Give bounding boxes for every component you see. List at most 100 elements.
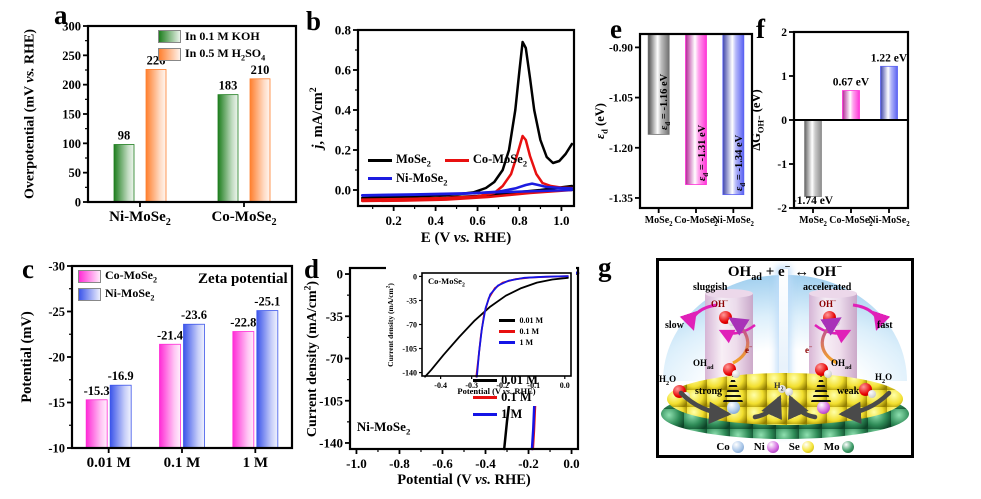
y-axis-label: j, mA/cm2 <box>308 87 326 149</box>
x-tick-label: 0.0 <box>560 381 570 390</box>
legend-label: 0.1 M <box>501 389 532 404</box>
y-tick-label: 0.0 <box>335 183 351 198</box>
y-tick-label: -140 <box>319 436 343 451</box>
x-tick-label: -0.3 <box>465 381 478 390</box>
chart-legend: Co-MoSe2 Ni-MoSe2 <box>78 268 157 303</box>
legend-swatch <box>368 177 392 181</box>
data-curve <box>360 188 574 197</box>
y-tick-label: 100 <box>62 137 81 151</box>
bar-value-label: -23.6 <box>181 308 207 322</box>
y-tick-label: -35 <box>406 296 417 305</box>
category-label: Ni-MoSe2 <box>109 209 171 228</box>
y-tick-label: -1.20 <box>609 143 633 155</box>
legend-item: 0.01 M <box>499 316 543 325</box>
fast-arrow <box>852 303 891 331</box>
y-axis-label: Current density (mA/cm2) <box>385 282 396 367</box>
legend-swatch <box>158 30 181 43</box>
category-label: Ni-MoSe2 <box>712 215 754 228</box>
oh-ad-molecule-left <box>723 363 740 378</box>
plot-border <box>638 32 754 210</box>
panel-a-bar-chart: 98 183 226 210 0 50 100 150 200 250 300 Ni-MoSe2 Co-… <box>8 4 310 248</box>
panel-g-schematic: OHad + e− ↔ OH− sluggish accelerated slo… <box>592 252 972 499</box>
y-axis-label: εd (eV) <box>593 103 610 139</box>
right-column-top <box>809 289 857 298</box>
weak-label: weak <box>837 386 860 397</box>
x-tick-label: -0.1 <box>527 381 540 390</box>
y-tick-label: -0.90 <box>609 43 633 55</box>
ni-sphere <box>766 441 779 453</box>
bar <box>159 343 181 449</box>
x-axis-label: Potential (V vs. RHE) <box>397 472 531 488</box>
h2-molecule <box>785 388 793 396</box>
y-tick-label: -30 <box>48 260 65 274</box>
bar-annotation: εd = -1.16 eV <box>659 74 673 131</box>
h2o-molecule-right <box>859 383 876 398</box>
material-legend-item: Mo <box>824 441 854 453</box>
panel-letter-f: f <box>756 14 765 44</box>
legend-swatch <box>444 158 469 162</box>
light-beam <box>779 269 788 433</box>
x-tick-label: -0.4 <box>475 456 496 471</box>
legend-item: Co-MoSe2 <box>444 152 527 169</box>
y-tick-label: 0.2 <box>335 143 351 158</box>
slow-arrow <box>679 303 718 331</box>
bar <box>842 90 860 121</box>
y-tick-label: 0 <box>75 196 81 210</box>
se-atom-layer <box>667 373 903 425</box>
material-name: Co <box>716 441 730 453</box>
panel-d-line-chart: 0 -35 -70 -105 -140 -1.0 -0.8 -0.6 -0.4 -0.2 0.0 0… <box>300 252 590 499</box>
category-label: MoSe2 <box>799 215 827 228</box>
legend-label: Ni-MoSe2 <box>105 286 155 303</box>
data-curve <box>360 188 574 203</box>
x-tick-label: 0.2 <box>386 213 402 228</box>
legend-item: 0.01 M <box>473 373 538 388</box>
y-axis-label: ΔGOH⁻ (eV) <box>749 89 766 151</box>
material-legend-item: Se <box>789 441 814 453</box>
panel-letter-b: b <box>306 6 322 36</box>
legend-swatch <box>473 412 498 416</box>
schematic-box: OHad + e− ↔ OH− sluggish accelerated slo… <box>656 258 914 458</box>
co-sphere <box>731 441 744 453</box>
bar-annotation: εd = -1.34 eV <box>733 134 747 191</box>
bar <box>232 331 255 449</box>
x-tick-label: -0.6 <box>432 456 453 471</box>
x-tick-label: 0.6 <box>469 213 486 228</box>
y-tick-label: 150 <box>62 108 81 122</box>
y-tick-label: -15 <box>48 396 65 410</box>
bar <box>256 310 279 449</box>
x-tick-label: -0.4 <box>434 381 447 390</box>
x-tick-label: 0.8 <box>511 213 528 228</box>
bar-value-label: 0.67 eV <box>833 77 870 89</box>
y-tick-label: 1 <box>781 71 787 83</box>
legend-label: Co-MoSe2 <box>105 268 158 285</box>
y-tick-label: 2 <box>781 27 787 39</box>
y-tick-label: -105 <box>402 344 417 353</box>
left-column-top <box>705 289 753 298</box>
chart-canvas: -15.3 -21.4 -22.8 -16.9 -23.6 -25.1 -10 -15 -20 -… <box>48 260 294 456</box>
bar-value-label: -16.9 <box>108 369 134 383</box>
y-tick-label: 50 <box>69 166 82 180</box>
y-tick-label: 300 <box>62 20 81 34</box>
chart-canvas: -1.74 eV 0.67 eV 1.22 eV 2 1 0 -1 -2 <box>777 27 910 215</box>
y-tick-label: -2 <box>777 203 787 215</box>
left-regime-label: sluggish <box>693 282 728 293</box>
panel-letter-g: g <box>598 252 612 282</box>
material-name: Mo <box>823 441 840 453</box>
h2-arrow-left <box>752 394 782 421</box>
y-tick-label: 0.8 <box>335 23 352 38</box>
bar-value-label: -15.3 <box>84 384 110 398</box>
electron-arrow-left <box>728 317 750 365</box>
x-tick-label: -0.2 <box>518 456 539 471</box>
legend-label: Ni-MoSe2 <box>396 170 448 188</box>
y-tick-label: 0.6 <box>335 63 352 78</box>
legend-swatch <box>499 319 516 323</box>
x-tick-label: -0.8 <box>389 456 410 471</box>
panel-c-bar-chart: -15.3 -21.4 -22.8 -16.9 -23.6 -25.1 -10 -15 -20 -… <box>8 252 304 494</box>
legend-item: 0.1 M <box>499 327 543 336</box>
category-label: MoSe2 <box>644 215 673 228</box>
y-axis-label: Potential (mV) <box>19 311 36 403</box>
category-label: Ni-MoSe2 <box>868 215 910 228</box>
h2-molecule <box>778 385 786 393</box>
